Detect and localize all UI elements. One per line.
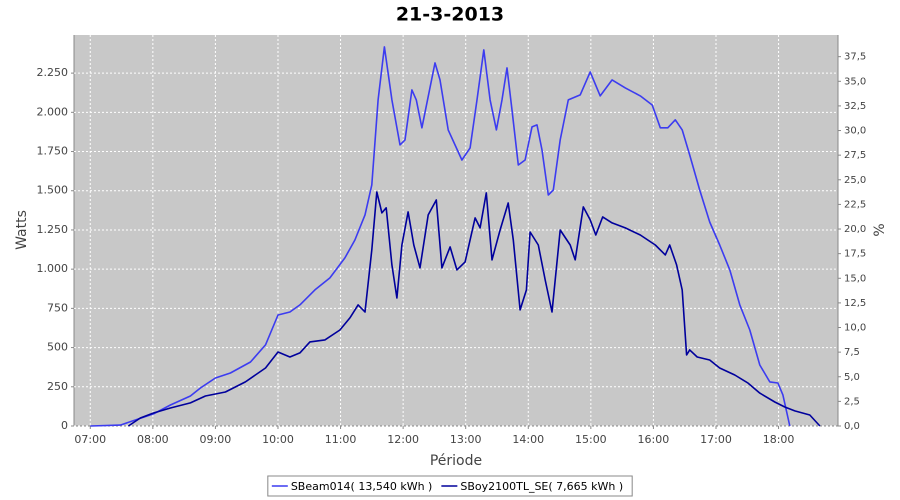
y2-tick-label: 17,5	[844, 249, 866, 260]
y-tick-label: 500	[47, 341, 68, 354]
x-axis-label: Période	[430, 453, 482, 469]
x-tick-label: 16:00	[638, 433, 670, 446]
series-line	[90, 46, 791, 427]
y-tick-label: 1.750	[37, 145, 69, 158]
y2-tick-label: 30,0	[844, 126, 866, 137]
series-line	[127, 191, 821, 427]
x-tick-label: 11:00	[325, 433, 357, 446]
y2-tick-label: 20,0	[844, 224, 866, 235]
x-tick-label: 17:00	[700, 433, 732, 446]
x-tick-label: 13:00	[450, 433, 482, 446]
y2-tick-label: 27,5	[844, 150, 866, 161]
x-tick-label: 08:00	[137, 433, 169, 446]
y2-tick-label: 2,5	[844, 396, 860, 407]
x-tick-label: 10:00	[262, 433, 294, 446]
y-tick-label: 2.000	[37, 105, 69, 118]
x-tick-label: 15:00	[575, 433, 607, 446]
y2-tick-label: 10,0	[844, 323, 866, 334]
y2-tick-label: 35,0	[844, 76, 866, 87]
y2-axis-label: %	[872, 223, 888, 236]
y2-tick-label: 37,5	[844, 52, 866, 63]
y2-tick-label: 25,0	[844, 175, 866, 186]
y-tick-label: 250	[47, 380, 68, 393]
y-tick-label: 1.000	[37, 262, 69, 275]
x-tick-label: 07:00	[74, 433, 106, 446]
plot-area	[74, 35, 838, 426]
y-tick-label: 1.250	[37, 223, 69, 236]
y-tick-label: 750	[47, 301, 68, 314]
y-axis-label: Watts	[14, 210, 30, 250]
y2-tick-label: 5,0	[844, 372, 860, 383]
y2-tick-label: 12,5	[844, 298, 866, 309]
y2-tick-label: 7,5	[844, 347, 860, 358]
x-tick-label: 18:00	[763, 433, 795, 446]
y2-tick-label: 15,0	[844, 273, 866, 284]
y2-tick-label: 32,5	[844, 101, 866, 112]
legend-label: SBoy2100TL_SE( 7,665 kWh )	[460, 480, 623, 493]
y2-tick-label: 22,5	[844, 199, 866, 210]
y-tick-label: 1.500	[37, 184, 69, 197]
y-tick-label: 0	[61, 419, 68, 432]
chart-title: 21-3-2013	[396, 4, 504, 26]
y-tick-label: 2.250	[37, 66, 69, 79]
legend-label: SBeam014( 13,540 kWh )	[291, 480, 433, 493]
x-tick-label: 09:00	[200, 433, 232, 446]
x-tick-label: 14:00	[512, 433, 544, 446]
x-tick-label: 12:00	[387, 433, 419, 446]
y2-tick-label: 0,0	[844, 421, 860, 432]
